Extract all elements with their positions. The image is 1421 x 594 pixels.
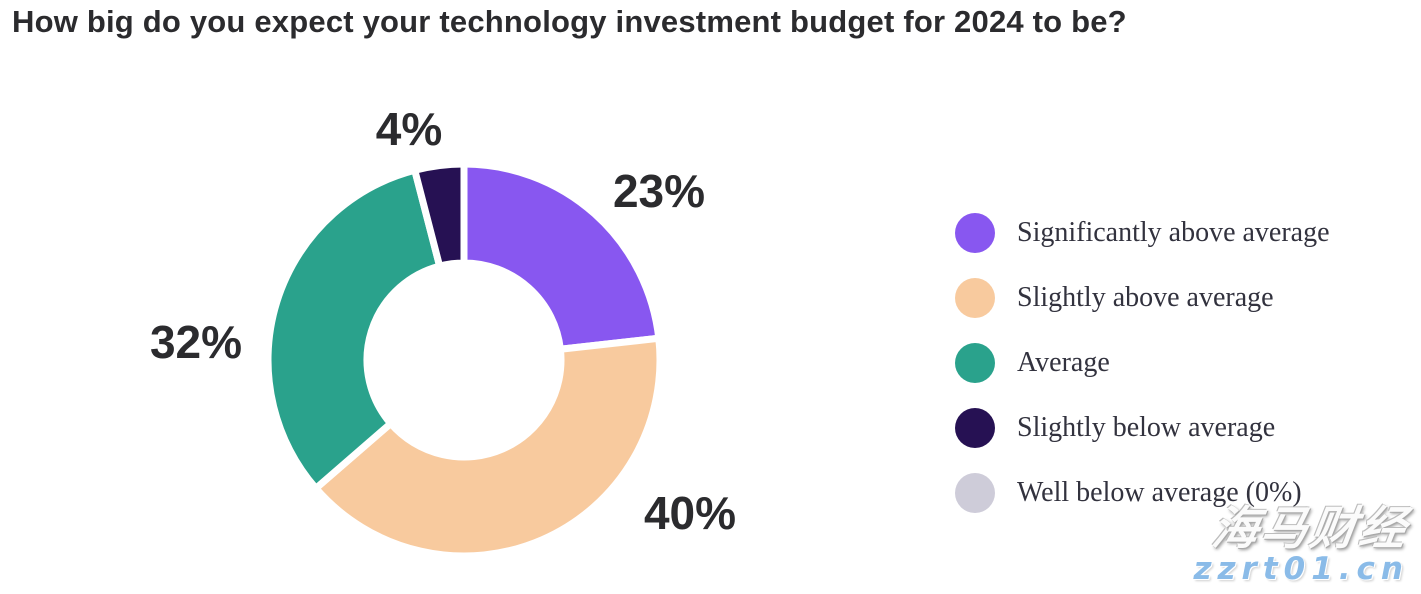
slice-value-label-average: 32% — [149, 316, 243, 368]
legend-item-label: Slightly above average — [1017, 282, 1274, 313]
slice-value-label-significantly-above: 23% — [612, 165, 706, 217]
legend-item-significantly-above: Significantly above average — [955, 213, 1330, 253]
legend-dot-icon — [955, 408, 995, 448]
donut-slice — [410, 160, 468, 271]
chart-legend: Significantly above average Slightly abo… — [955, 213, 1330, 538]
donut-chart — [254, 150, 674, 570]
legend-item-well-below: Well below average (0%) — [955, 473, 1330, 513]
watermark-brand-text: 海马财经 — [1209, 501, 1413, 556]
donut-slice — [460, 160, 663, 354]
legend-item-label: Slightly below average — [1017, 412, 1276, 443]
legend-dot-icon — [955, 278, 995, 318]
slice-value-label-slightly-below: 4% — [375, 103, 443, 155]
watermark: 海马财经 zzrt01.cn — [1193, 501, 1413, 588]
donut-slice — [310, 334, 664, 560]
chart-title: How big do you expect your technology in… — [12, 4, 1127, 39]
legend-item-label: Well below average (0%) — [1017, 477, 1302, 508]
legend-item-average: Average — [955, 343, 1330, 383]
legend-dot-icon — [955, 473, 995, 513]
legend-item-slightly-below: Slightly below average — [955, 408, 1330, 448]
legend-dot-icon — [955, 213, 995, 253]
legend-dot-icon — [955, 343, 995, 383]
legend-item-label: Average — [1017, 347, 1110, 378]
watermark-url-text: zzrt01.cn — [1193, 551, 1409, 588]
slice-value-label-slightly-above: 40% — [643, 487, 737, 539]
legend-item-label: Significantly above average — [1017, 217, 1330, 248]
donut-chart-svg — [264, 160, 664, 560]
donut-slice — [264, 166, 444, 494]
legend-item-slightly-above: Slightly above average — [955, 278, 1330, 318]
